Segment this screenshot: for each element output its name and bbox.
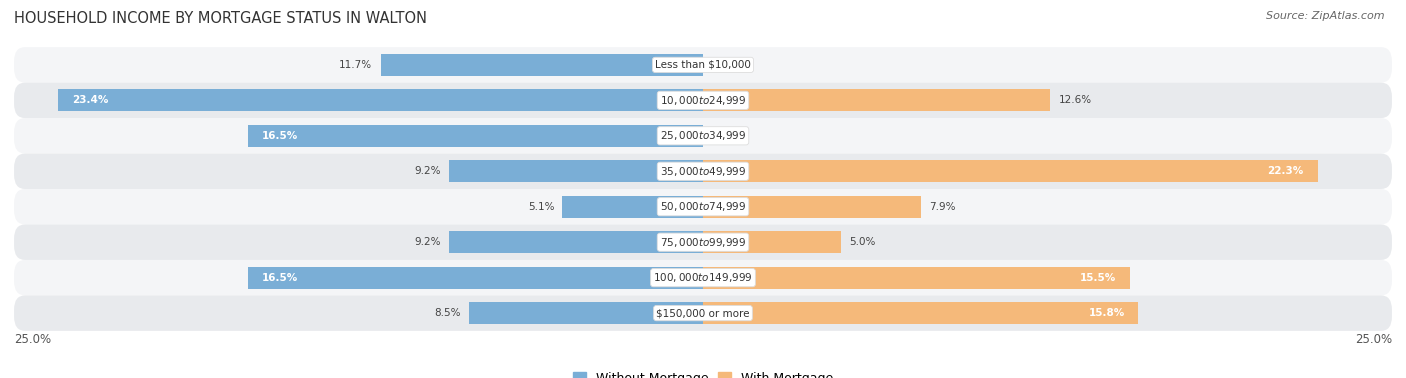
FancyBboxPatch shape — [14, 295, 1392, 331]
FancyBboxPatch shape — [14, 225, 1392, 260]
Bar — [58, 89, 703, 112]
Bar — [450, 231, 703, 253]
Text: 9.2%: 9.2% — [415, 166, 441, 176]
Text: $75,000 to $99,999: $75,000 to $99,999 — [659, 236, 747, 249]
Bar — [468, 302, 703, 324]
Text: 22.3%: 22.3% — [1267, 166, 1303, 176]
Text: $100,000 to $149,999: $100,000 to $149,999 — [654, 271, 752, 284]
Bar — [703, 160, 1317, 182]
FancyBboxPatch shape — [14, 118, 1392, 153]
Text: $150,000 or more: $150,000 or more — [657, 308, 749, 318]
FancyBboxPatch shape — [14, 47, 1392, 83]
Text: 16.5%: 16.5% — [262, 273, 298, 283]
Text: 0.0%: 0.0% — [711, 131, 738, 141]
Text: $50,000 to $74,999: $50,000 to $74,999 — [659, 200, 747, 213]
Text: $25,000 to $34,999: $25,000 to $34,999 — [659, 129, 747, 142]
FancyBboxPatch shape — [14, 83, 1392, 118]
Text: Source: ZipAtlas.com: Source: ZipAtlas.com — [1267, 11, 1385, 21]
Legend: Without Mortgage, With Mortgage: Without Mortgage, With Mortgage — [568, 367, 838, 378]
Bar — [562, 196, 703, 218]
FancyBboxPatch shape — [14, 189, 1392, 225]
Text: 5.0%: 5.0% — [849, 237, 876, 247]
Text: 23.4%: 23.4% — [72, 95, 108, 105]
Bar — [703, 89, 1050, 112]
Bar — [703, 266, 1130, 289]
Text: 7.9%: 7.9% — [929, 202, 956, 212]
Text: 25.0%: 25.0% — [14, 333, 51, 346]
Text: $35,000 to $49,999: $35,000 to $49,999 — [659, 165, 747, 178]
Bar — [703, 231, 841, 253]
Text: 0.0%: 0.0% — [711, 60, 738, 70]
Text: 8.5%: 8.5% — [434, 308, 461, 318]
Bar — [381, 54, 703, 76]
Text: 25.0%: 25.0% — [1355, 333, 1392, 346]
Text: 12.6%: 12.6% — [1059, 95, 1091, 105]
Text: $10,000 to $24,999: $10,000 to $24,999 — [659, 94, 747, 107]
Bar — [450, 160, 703, 182]
Text: 11.7%: 11.7% — [339, 60, 373, 70]
Text: 5.1%: 5.1% — [527, 202, 554, 212]
Text: Less than $10,000: Less than $10,000 — [655, 60, 751, 70]
Bar — [703, 196, 921, 218]
Bar — [249, 125, 703, 147]
Bar — [249, 266, 703, 289]
Text: 9.2%: 9.2% — [415, 237, 441, 247]
Text: HOUSEHOLD INCOME BY MORTGAGE STATUS IN WALTON: HOUSEHOLD INCOME BY MORTGAGE STATUS IN W… — [14, 11, 427, 26]
Text: 16.5%: 16.5% — [262, 131, 298, 141]
Text: 15.5%: 15.5% — [1080, 273, 1116, 283]
FancyBboxPatch shape — [14, 260, 1392, 295]
FancyBboxPatch shape — [14, 153, 1392, 189]
Bar — [703, 302, 1139, 324]
Text: 15.8%: 15.8% — [1088, 308, 1125, 318]
